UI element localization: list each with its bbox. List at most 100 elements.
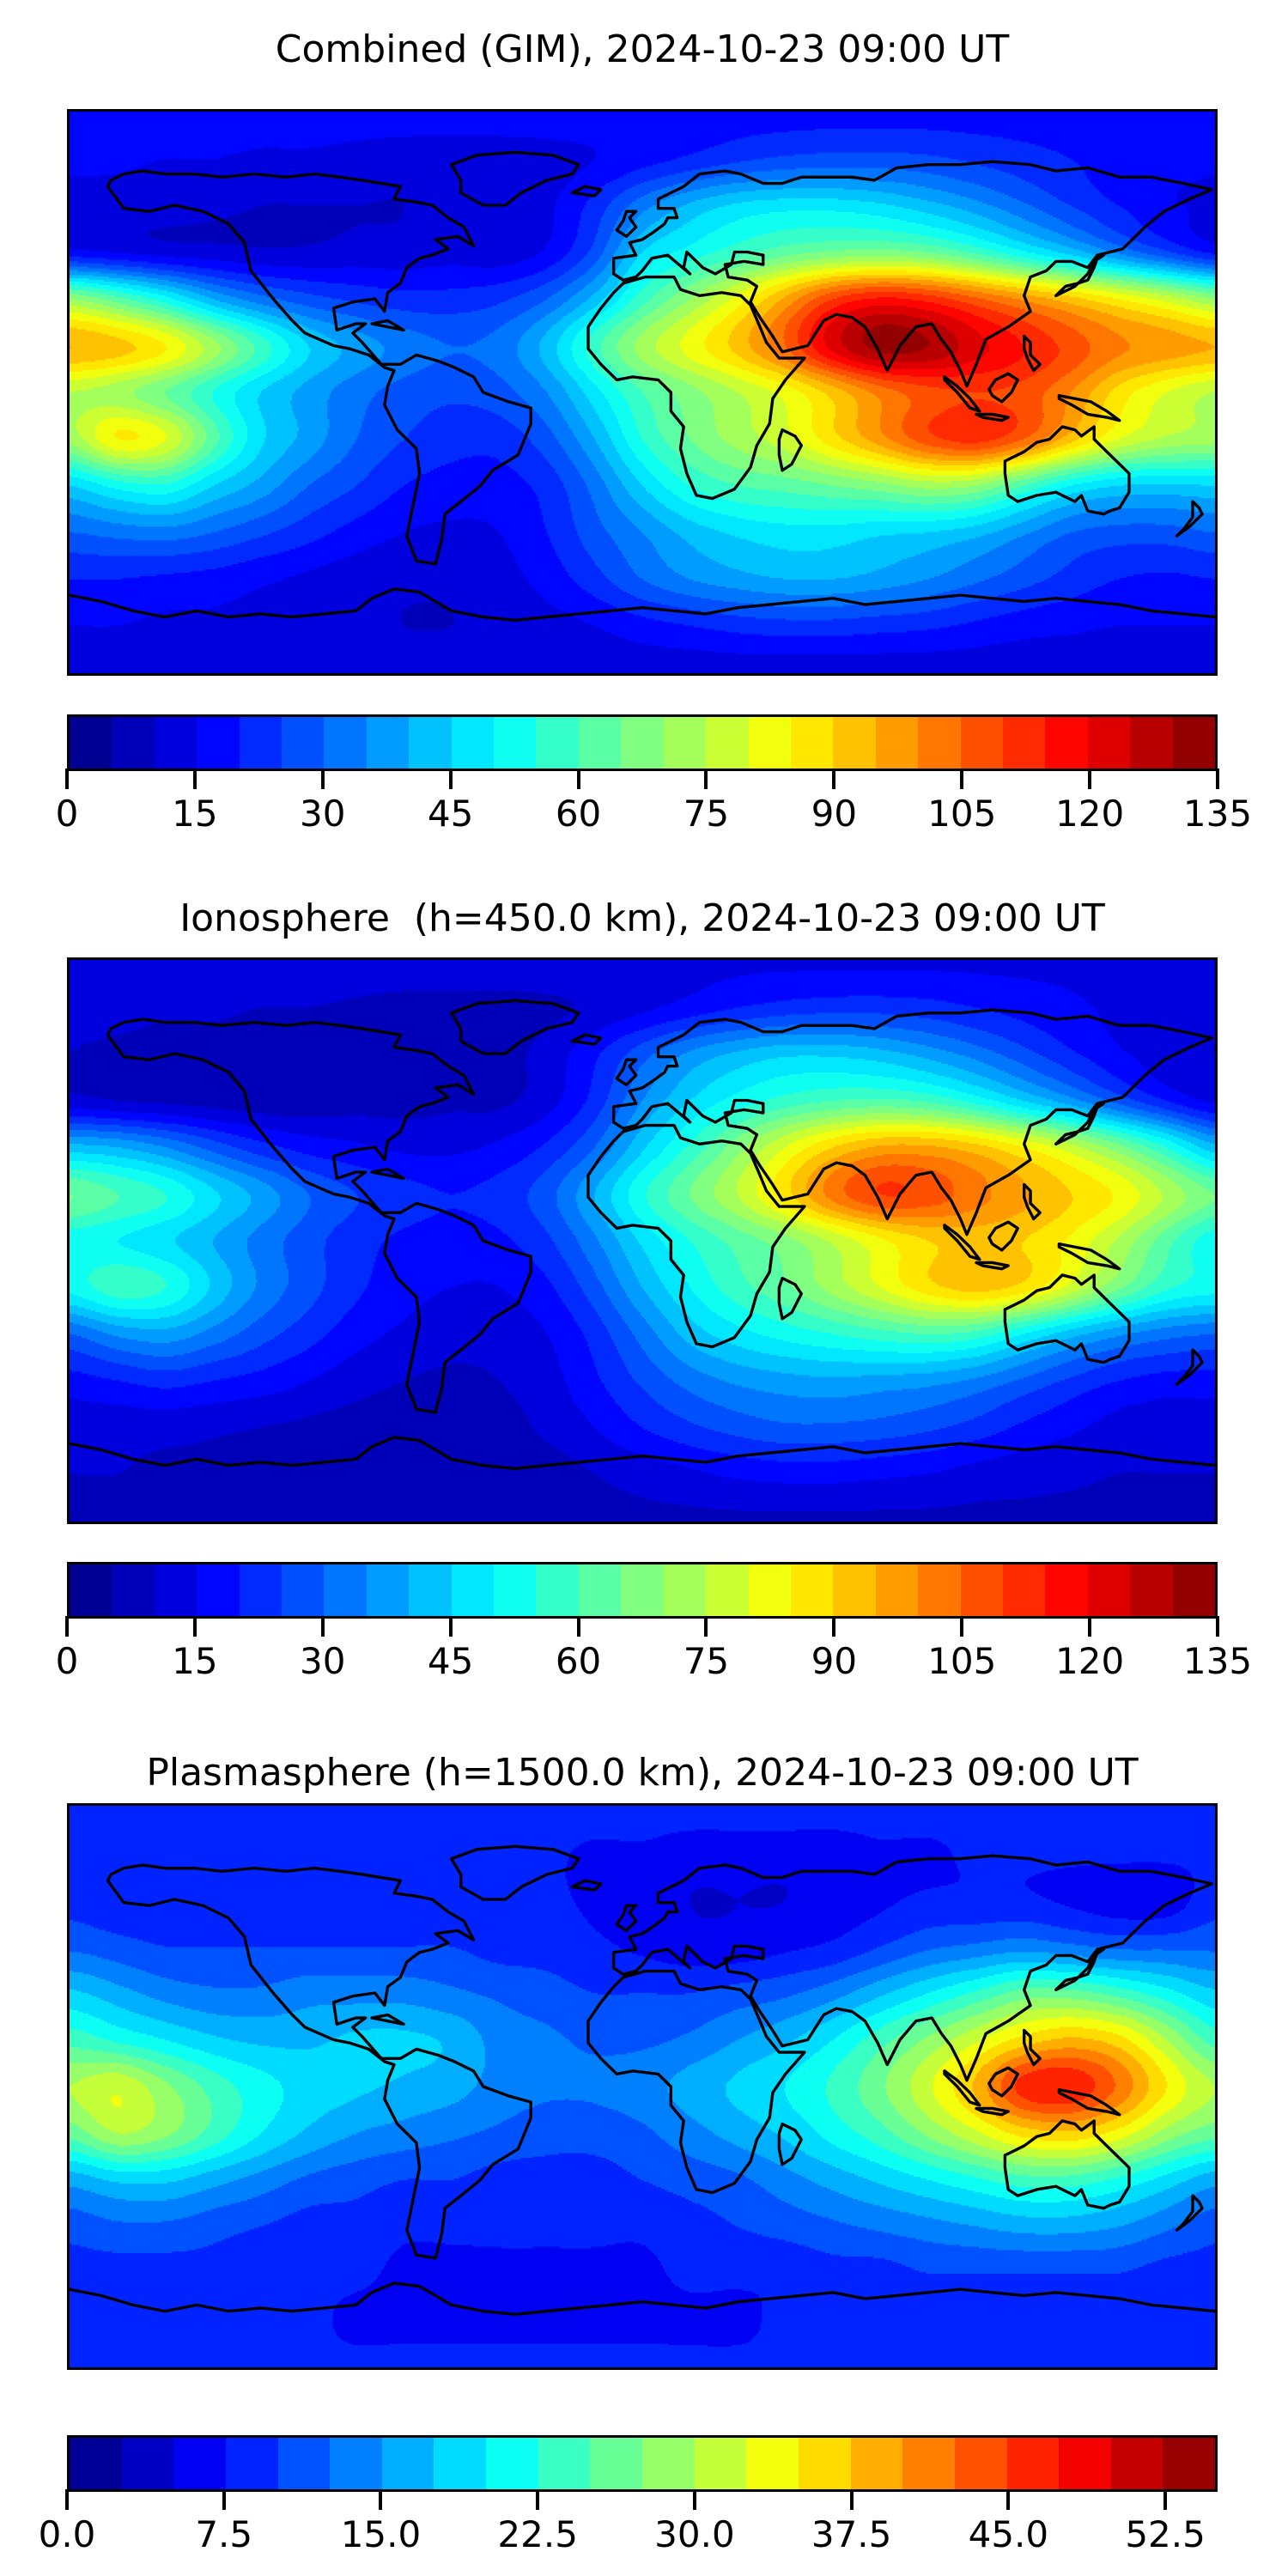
coastline-path — [70, 587, 1215, 622]
colorbar-tick-mark — [1163, 2489, 1168, 2510]
colorbar-tick-label: 45 — [427, 793, 474, 835]
colorbar-segment — [621, 717, 664, 769]
colorbar-tick-mark — [832, 769, 836, 789]
coastline-path — [70, 2281, 1215, 2316]
coastline-path — [370, 2013, 405, 2026]
colorbar-segment — [70, 2438, 122, 2489]
colorbar-segment — [538, 2438, 591, 2489]
colorbar-tick-label: 120 — [1055, 793, 1125, 835]
colorbar-segment — [748, 717, 791, 769]
colorbar-segment — [239, 717, 283, 769]
colorbar-segment — [706, 1564, 749, 1616]
colorbar-tick-mark — [704, 1616, 708, 1637]
coastline-path — [1054, 1102, 1105, 1146]
colorbar-segment — [381, 2438, 434, 2489]
colorbar-tick-mark — [448, 1616, 453, 1637]
colorbar-segment — [409, 717, 452, 769]
colorbar-segment — [850, 2438, 903, 2489]
colorbar-segment — [486, 2438, 538, 2489]
coastline-path — [1023, 1182, 1042, 1221]
coastline-path — [943, 2069, 981, 2107]
colorbar-segment — [197, 1564, 240, 1616]
colorbar-segment — [706, 717, 749, 769]
colorbar-tick-mark — [1216, 1616, 1219, 1637]
colorbar-tick-label: 15.0 — [340, 2513, 422, 2555]
colorbar-tick-mark — [222, 2489, 226, 2510]
coastline-path — [1175, 1348, 1204, 1386]
colorbar-tick-label: 0 — [55, 793, 79, 835]
colorbar-segment — [324, 717, 367, 769]
colorbar-segment — [1172, 1564, 1215, 1616]
coastline-path — [1003, 1273, 1131, 1364]
coastline-path — [943, 1224, 981, 1261]
coastline-path — [450, 999, 580, 1055]
colorbar-tick-mark — [320, 1616, 325, 1637]
colorbar-segment — [578, 1564, 622, 1616]
coastline-path — [1175, 500, 1204, 538]
colorbar-segment — [112, 717, 155, 769]
colorbar-tick-label: 90 — [811, 793, 858, 835]
colorbar-tick-label: 30 — [300, 1640, 346, 1682]
coastline-path — [777, 1276, 803, 1321]
colorbar-segment — [918, 717, 961, 769]
world-map-plasmasphere — [67, 1803, 1218, 2370]
colorbar-segment — [578, 717, 622, 769]
coastline-path — [106, 1018, 532, 1414]
colorbar-segment — [790, 717, 834, 769]
colorbar-segment — [642, 2438, 695, 2489]
colorbar-tick-mark — [960, 1616, 964, 1637]
colorbar-segment — [1006, 2438, 1060, 2489]
colorbar-tick-label: 60 — [555, 1640, 602, 1682]
colorbar-segment — [1002, 1564, 1046, 1616]
colorbar-segment — [798, 2438, 851, 2489]
coastlines-overlay — [70, 150, 1215, 622]
colorbar-segment — [154, 1564, 197, 1616]
colorbar-tick-mark — [1006, 2489, 1011, 2510]
colorbar-tick-label: 15 — [172, 1640, 218, 1682]
colorbar-tick-label: 135 — [1182, 793, 1253, 835]
colorbar-segment — [590, 2438, 643, 2489]
coastline-path — [1023, 334, 1042, 373]
coastline-path — [777, 2122, 803, 2166]
coastline-path — [1057, 2087, 1121, 2117]
coastline-path — [975, 1261, 1010, 1271]
colorbar-segment — [494, 717, 537, 769]
colorbar-segment — [1163, 2438, 1216, 2489]
colorbar-segment — [409, 1564, 452, 1616]
colorbar-segment — [748, 1564, 791, 1616]
coastline-path — [987, 372, 1019, 404]
coastline-path — [370, 319, 405, 332]
coastline-path — [1054, 253, 1105, 298]
colorbar-tick-mark — [960, 769, 964, 789]
coastline-path — [586, 275, 806, 501]
colorbar-tick-mark — [692, 2489, 696, 2510]
colorbar-tick-label: 60 — [555, 793, 602, 835]
colorbar-segment — [790, 1564, 834, 1616]
colorbar-ionosphere: 0 15 30 45 60 75 90 105 120 135 — [56, 1562, 1252, 1682]
tec-heatmap-canvas — [70, 1806, 1215, 2367]
colorbar-tick-label: 30.0 — [654, 2513, 735, 2555]
colorbar-segment — [154, 717, 197, 769]
colorbar-segment — [1045, 1564, 1088, 1616]
colorbar-combined: 0 15 30 45 60 75 90 105 120 135 — [56, 714, 1252, 835]
colorbar-segment — [746, 2438, 799, 2489]
coastline-path — [450, 1844, 580, 1901]
colorbar-tick-mark — [576, 1616, 580, 1637]
coastline-path — [615, 1904, 638, 1933]
colorbar-segment — [663, 1564, 707, 1616]
coastline-path — [106, 169, 532, 566]
colorbar-segment — [239, 1564, 283, 1616]
coastline-path — [611, 160, 1214, 388]
colorbar-segment — [173, 2438, 226, 2489]
colorbar-segment — [833, 1564, 876, 1616]
colorbar-segment — [902, 2438, 955, 2489]
coastline-path — [106, 1863, 532, 2260]
colorbar-segment — [1087, 1564, 1131, 1616]
colorbar-tick-mark — [576, 769, 580, 789]
colorbar-tick-mark — [536, 2489, 540, 2510]
colorbar-segment — [112, 1564, 155, 1616]
coastline-path — [370, 1167, 405, 1181]
